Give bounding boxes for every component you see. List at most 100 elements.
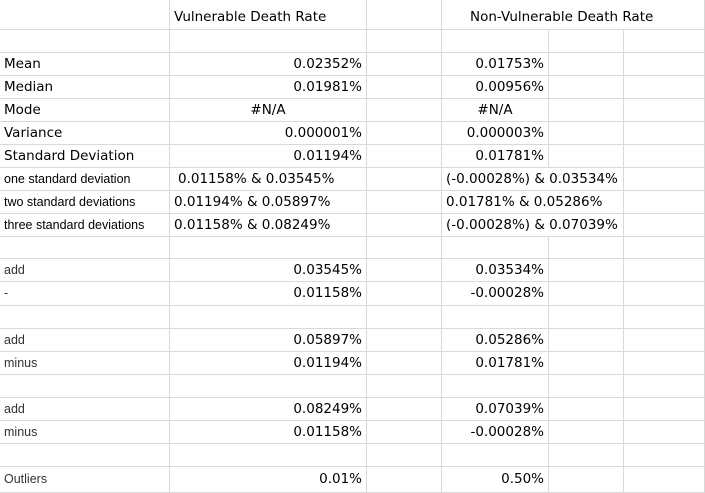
mean-vulnerable[interactable]: 0.02352% bbox=[170, 53, 367, 76]
cell-b11[interactable] bbox=[170, 237, 367, 259]
cell-e17[interactable] bbox=[549, 375, 624, 398]
cell-c7[interactable] bbox=[367, 145, 442, 168]
cell-e5[interactable] bbox=[549, 99, 624, 122]
cell-e18[interactable] bbox=[549, 398, 624, 421]
label-minus-1[interactable]: - bbox=[0, 282, 170, 306]
header-vulnerable[interactable]: Vulnerable Death Rate bbox=[170, 0, 367, 30]
median-non-vulnerable[interactable]: 0.00956% bbox=[442, 76, 549, 99]
cell-c16[interactable] bbox=[367, 352, 442, 375]
minus-3-non-vulnerable[interactable]: -0.00028% bbox=[442, 421, 549, 444]
cell-f11[interactable] bbox=[624, 237, 705, 259]
cell-e4[interactable] bbox=[549, 76, 624, 99]
minus-1-vulnerable[interactable]: 0.01158% bbox=[170, 282, 367, 306]
cell-e12[interactable] bbox=[549, 259, 624, 282]
one-sd-non-vulnerable[interactable]: (-0.00028%) & 0.03534% bbox=[442, 168, 624, 191]
header-non-vulnerable[interactable]: Non-Vulnerable Death Rate bbox=[442, 0, 705, 30]
label-variance[interactable]: Variance bbox=[0, 122, 170, 145]
label-mean[interactable]: Mean bbox=[0, 53, 170, 76]
cell-f19[interactable] bbox=[624, 421, 705, 444]
cell-e20[interactable] bbox=[549, 444, 624, 467]
minus-2-vulnerable[interactable]: 0.01194% bbox=[170, 352, 367, 375]
cell-c1[interactable] bbox=[367, 0, 442, 30]
cell-c18[interactable] bbox=[367, 398, 442, 421]
cell-d11[interactable] bbox=[442, 237, 549, 259]
cell-f6[interactable] bbox=[624, 122, 705, 145]
cell-a11[interactable] bbox=[0, 237, 170, 259]
cell-c17[interactable] bbox=[367, 375, 442, 398]
label-three-sd[interactable]: three standard deviations bbox=[0, 214, 170, 237]
cell-d20[interactable] bbox=[442, 444, 549, 467]
cell-f15[interactable] bbox=[624, 329, 705, 352]
cell-e15[interactable] bbox=[549, 329, 624, 352]
add-3-non-vulnerable[interactable]: 0.07039% bbox=[442, 398, 549, 421]
cell-f8[interactable] bbox=[624, 168, 705, 191]
label-median[interactable]: Median bbox=[0, 76, 170, 99]
label-add-2[interactable]: add bbox=[0, 329, 170, 352]
three-sd-non-vulnerable[interactable]: (-0.00028%) & 0.07039% bbox=[442, 214, 624, 237]
cell-c14[interactable] bbox=[367, 306, 442, 329]
minus-2-non-vulnerable[interactable]: 0.01781% bbox=[442, 352, 549, 375]
label-add-3[interactable]: add bbox=[0, 398, 170, 421]
label-one-sd[interactable]: one standard deviation bbox=[0, 168, 170, 191]
cell-c20[interactable] bbox=[367, 444, 442, 467]
cell-e3[interactable] bbox=[549, 53, 624, 76]
add-1-non-vulnerable[interactable]: 0.03534% bbox=[442, 259, 549, 282]
cell-e21[interactable] bbox=[549, 467, 624, 493]
cell-f14[interactable] bbox=[624, 306, 705, 329]
cell-c12[interactable] bbox=[367, 259, 442, 282]
cell-c21[interactable] bbox=[367, 467, 442, 493]
cell-a20[interactable] bbox=[0, 444, 170, 467]
cell-c6[interactable] bbox=[367, 122, 442, 145]
cell-b2[interactable] bbox=[170, 30, 367, 53]
cell-f4[interactable] bbox=[624, 76, 705, 99]
label-two-sd[interactable]: two standard deviations bbox=[0, 191, 170, 214]
mean-non-vulnerable[interactable]: 0.01753% bbox=[442, 53, 549, 76]
label-outliers[interactable]: Outliers bbox=[0, 467, 170, 493]
cell-f3[interactable] bbox=[624, 53, 705, 76]
cell-a2[interactable] bbox=[0, 30, 170, 53]
add-2-vulnerable[interactable]: 0.05897% bbox=[170, 329, 367, 352]
cell-f10[interactable] bbox=[624, 214, 705, 237]
two-sd-non-vulnerable[interactable]: 0.01781% & 0.05286% bbox=[442, 191, 624, 214]
outliers-vulnerable[interactable]: 0.01% bbox=[170, 467, 367, 493]
variance-non-vulnerable[interactable]: 0.000003% bbox=[442, 122, 549, 145]
add-1-vulnerable[interactable]: 0.03545% bbox=[170, 259, 367, 282]
cell-e14[interactable] bbox=[549, 306, 624, 329]
mode-vulnerable[interactable]: #N/A bbox=[170, 99, 367, 122]
add-3-vulnerable[interactable]: 0.08249% bbox=[170, 398, 367, 421]
cell-c2[interactable] bbox=[367, 30, 442, 53]
cell-d2[interactable] bbox=[442, 30, 549, 53]
cell-c4[interactable] bbox=[367, 76, 442, 99]
cell-f13[interactable] bbox=[624, 282, 705, 306]
cell-e6[interactable] bbox=[549, 122, 624, 145]
minus-3-vulnerable[interactable]: 0.01158% bbox=[170, 421, 367, 444]
cell-e7[interactable] bbox=[549, 145, 624, 168]
label-add-1[interactable]: add bbox=[0, 259, 170, 282]
median-vulnerable[interactable]: 0.01981% bbox=[170, 76, 367, 99]
add-2-non-vulnerable[interactable]: 0.05286% bbox=[442, 329, 549, 352]
outliers-non-vulnerable[interactable]: 0.50% bbox=[442, 467, 549, 493]
cell-c8[interactable] bbox=[367, 168, 442, 191]
cell-e2[interactable] bbox=[549, 30, 624, 53]
cell-c9[interactable] bbox=[367, 191, 442, 214]
cell-f18[interactable] bbox=[624, 398, 705, 421]
one-sd-vulnerable[interactable]: 0.01158% & 0.03545% bbox=[170, 168, 367, 191]
cell-d17[interactable] bbox=[442, 375, 549, 398]
cell-f2[interactable] bbox=[624, 30, 705, 53]
label-minus-2[interactable]: minus bbox=[0, 352, 170, 375]
cell-b14[interactable] bbox=[170, 306, 367, 329]
cell-f16[interactable] bbox=[624, 352, 705, 375]
cell-c3[interactable] bbox=[367, 53, 442, 76]
cell-d14[interactable] bbox=[442, 306, 549, 329]
two-sd-vulnerable[interactable]: 0.01194% & 0.05897% bbox=[170, 191, 367, 214]
minus-1-non-vulnerable[interactable]: -0.00028% bbox=[442, 282, 549, 306]
sd-non-vulnerable[interactable]: 0.01781% bbox=[442, 145, 549, 168]
cell-a14[interactable] bbox=[0, 306, 170, 329]
cell-a1[interactable] bbox=[0, 0, 170, 30]
cell-f5[interactable] bbox=[624, 99, 705, 122]
cell-f9[interactable] bbox=[624, 191, 705, 214]
cell-f17[interactable] bbox=[624, 375, 705, 398]
cell-a17[interactable] bbox=[0, 375, 170, 398]
label-minus-3[interactable]: minus bbox=[0, 421, 170, 444]
cell-c11[interactable] bbox=[367, 237, 442, 259]
